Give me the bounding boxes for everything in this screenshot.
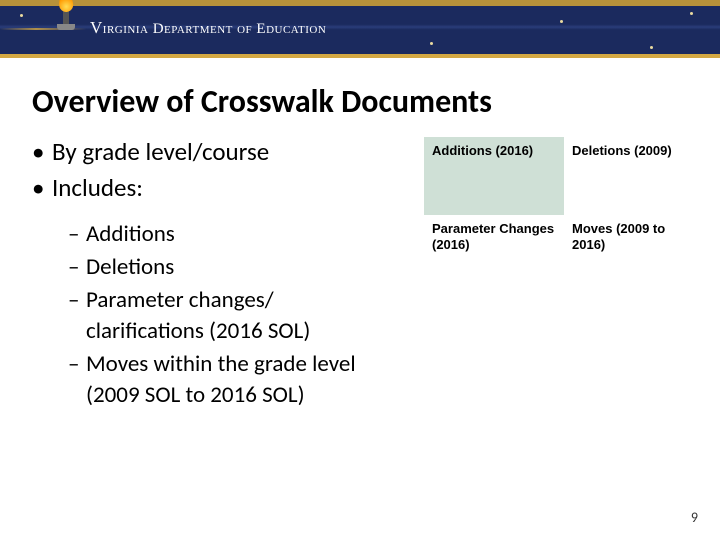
right-column: Additions (2016) Deletions (2009) Parame… <box>424 135 704 413</box>
star-icon <box>560 20 563 23</box>
sub-bullet-text: Parameter changes/ <box>86 286 274 314</box>
sub-bullet-text: Additions <box>86 220 175 248</box>
main-bullet: Includes: <box>32 171 412 205</box>
left-column: By grade level/course Includes: Addition… <box>32 135 412 413</box>
dept-name: Virginia Department of Education <box>90 18 326 38</box>
dept-rest: irginia Department of Education <box>103 21 327 37</box>
slide-content: Overview of Crosswalk Documents By grade… <box>0 58 720 413</box>
sub-bullet-cont: (2009 SOL to 2016 SOL) <box>86 380 412 411</box>
sub-bullet-cont: clarifications (2016 SOL) <box>86 316 412 347</box>
sub-bullet: Additions <box>68 219 412 250</box>
cell-label: Deletions (2009) <box>572 143 672 158</box>
cell-label: Parameter Changes (2016) <box>432 221 554 252</box>
slide-title: Overview of Crosswalk Documents <box>32 82 688 121</box>
star-icon <box>690 12 693 15</box>
grid-cell-param-changes: Parameter Changes (2016) <box>424 215 564 293</box>
cell-label: Additions (2016) <box>432 143 533 158</box>
main-bullet: By grade level/course <box>32 135 412 169</box>
sub-bullet-text: Moves within the grade level <box>86 350 356 378</box>
page-number: 9 <box>691 509 698 526</box>
sub-bullet: Deletions <box>68 252 412 283</box>
grid-cell-deletions: Deletions (2009) <box>564 137 704 215</box>
star-icon <box>430 42 433 45</box>
grid-cell-additions: Additions (2016) <box>424 137 564 215</box>
cell-label: Moves (2009 to 2016) <box>572 221 665 252</box>
sub-bullet: Parameter changes/ clarifications (2016 … <box>68 285 412 347</box>
sub-bullet-list: Additions Deletions Parameter changes/ c… <box>32 219 412 411</box>
quadrant-grid: Additions (2016) Deletions (2009) Parame… <box>424 137 704 293</box>
sub-bullet: Moves within the grade level (2009 SOL t… <box>68 349 412 411</box>
sub-bullet-text: Deletions <box>86 253 174 281</box>
header-banner: Virginia Department of Education <box>0 0 720 58</box>
dept-prefix: V <box>90 18 103 37</box>
star-icon <box>650 46 653 49</box>
star-icon <box>20 14 23 17</box>
grid-cell-moves: Moves (2009 to 2016) <box>564 215 704 293</box>
two-column-layout: By grade level/course Includes: Addition… <box>32 135 688 413</box>
torch-icon <box>54 0 78 34</box>
